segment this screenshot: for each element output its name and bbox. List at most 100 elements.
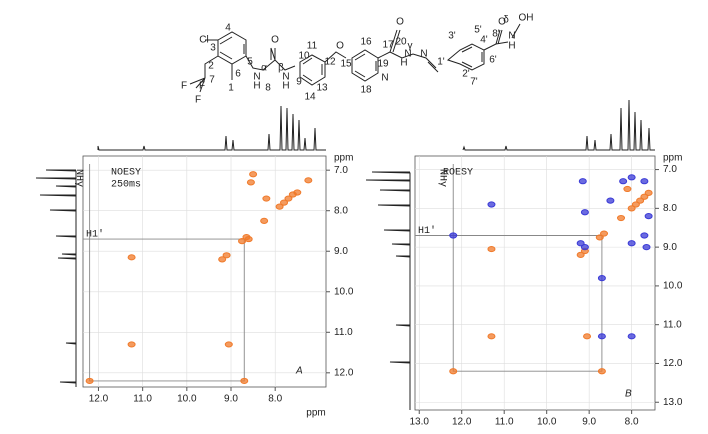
peak	[288, 191, 297, 198]
atom-label: H	[282, 81, 289, 92]
atom-label: 3	[210, 43, 216, 54]
y-tick-label: 13.0	[663, 397, 683, 408]
atom-label: Cl	[199, 35, 208, 46]
mixing-label: 250ms	[111, 180, 141, 191]
atom-label: 5	[247, 57, 253, 68]
atom-label: O	[396, 17, 404, 28]
atom-label: O	[271, 35, 279, 46]
peak	[640, 178, 649, 185]
y-tick-label: 8.0	[334, 205, 348, 216]
peak	[260, 217, 269, 224]
peak	[644, 213, 653, 220]
x-tick-label: 9.0	[582, 417, 596, 428]
guide-box	[415, 164, 603, 372]
peak	[284, 195, 293, 202]
atom-label: 8	[265, 83, 271, 94]
structure-bonds	[189, 23, 521, 93]
peak	[576, 251, 585, 258]
x-tick-label: 10.0	[537, 417, 557, 428]
peak	[449, 368, 458, 375]
atom-label: 6	[235, 69, 241, 80]
atom-label: 7	[209, 75, 215, 86]
y-tick-label: 7.0	[334, 165, 348, 176]
x-tick-label: 11.0	[495, 417, 514, 428]
atom-label: 8'	[492, 29, 500, 40]
annotation: H1'	[86, 229, 104, 241]
annotation: NHγ	[437, 169, 448, 187]
annotation: NHγ	[73, 169, 84, 187]
peak	[606, 197, 615, 204]
peak	[642, 244, 651, 251]
y-tick-label: 10.0	[663, 281, 683, 292]
atom-label: 10	[298, 51, 310, 62]
peak	[580, 244, 589, 251]
x-axis-label: ppm	[306, 408, 325, 419]
atom-label: 20	[395, 37, 407, 48]
peak	[578, 178, 587, 185]
guide-box	[83, 164, 245, 382]
y-tick-label: 10.0	[334, 286, 354, 297]
atom-label: 6'	[489, 55, 497, 66]
y-tick-label: 7.0	[663, 164, 677, 175]
peak	[487, 201, 496, 208]
atom-label: 18	[360, 85, 372, 96]
atom-label: 16	[360, 37, 372, 48]
atom-label: F	[181, 81, 187, 92]
peak	[627, 240, 636, 247]
peak	[487, 333, 496, 340]
atom-label: 5'	[474, 25, 482, 36]
atom-label: 4	[225, 23, 231, 34]
peak	[449, 232, 458, 239]
atom-label: α	[261, 63, 267, 74]
x-tick-label: 8.0	[268, 394, 282, 405]
x-tick-label: 12.0	[89, 394, 109, 405]
atom-label: OH	[519, 13, 534, 24]
atom-label: β	[278, 63, 284, 74]
panel-label: B	[625, 389, 632, 400]
peak	[85, 377, 94, 385]
atom-label: 11	[307, 41, 318, 52]
peak	[224, 341, 233, 348]
x-tick-label: 10.0	[177, 394, 197, 405]
x-tick-label: 9.0	[224, 394, 238, 405]
peak	[583, 333, 592, 340]
peak	[218, 256, 227, 263]
peak	[619, 178, 628, 185]
atom-label: N	[381, 73, 388, 84]
plot-frame	[414, 155, 656, 411]
peak	[249, 171, 258, 178]
atom-label: 17	[382, 40, 394, 51]
peak	[580, 209, 589, 216]
atom-label: 14	[304, 92, 316, 103]
peak	[597, 275, 606, 282]
x-tick-label: 8.0	[625, 417, 639, 428]
experiment-label: NOESY	[111, 168, 141, 179]
x-tick-label: 12.0	[452, 417, 472, 428]
peak	[623, 185, 632, 193]
atom-label: 19	[377, 59, 389, 70]
atom-label: δ	[503, 15, 509, 26]
atom-label: O	[336, 41, 344, 52]
peak	[240, 377, 249, 385]
peak	[627, 333, 636, 340]
peak	[246, 179, 255, 186]
atom-label: H	[253, 81, 260, 92]
atom-label: N	[508, 31, 515, 42]
peak	[487, 245, 496, 253]
y-tick-label: 11.0	[334, 327, 353, 338]
y-tick-label: 8.0	[663, 203, 677, 214]
x-tick-label: 13.0	[410, 417, 430, 428]
peak	[304, 177, 313, 184]
y-tick-label: 11.0	[663, 319, 682, 330]
atom-label: 7'	[470, 77, 478, 88]
plot-frame	[82, 155, 327, 388]
atom-label: 4'	[480, 35, 488, 46]
atom-label: 2'	[462, 69, 470, 80]
atom-label: F	[199, 81, 205, 92]
y-axis-label: ppm	[663, 153, 682, 164]
atom-label: H	[508, 41, 515, 52]
atom-label: H	[400, 58, 407, 69]
atom-label: 13	[316, 83, 328, 94]
